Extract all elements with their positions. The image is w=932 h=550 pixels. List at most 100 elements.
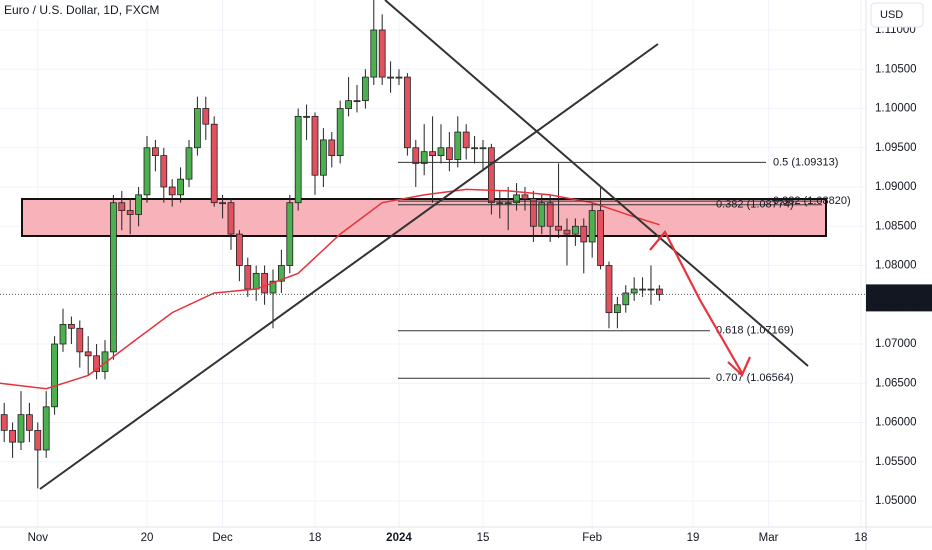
y-tick-label: 1.10000	[875, 103, 917, 115]
candle-body	[471, 147, 478, 150]
fib-label: 0.5 (1.09313)	[773, 156, 838, 168]
candle-body	[613, 304, 621, 314]
candle-body	[605, 265, 613, 314]
fib-label: 0.382 (1.08774)	[716, 199, 794, 211]
candle-body	[135, 194, 142, 215]
y-tick-label: 1.07000	[875, 338, 917, 350]
candle-body	[34, 429, 42, 451]
candle-body	[655, 288, 663, 295]
trend-line	[39, 43, 659, 490]
candle-body	[17, 414, 25, 443]
last-price-label: 1.07632	[874, 286, 916, 298]
fib-label: 0.707 (1.06564)	[716, 372, 794, 384]
candle-body	[445, 147, 453, 160]
x-tick-label: 15	[477, 532, 490, 544]
candle-body	[387, 76, 394, 79]
candle-body	[378, 29, 386, 78]
chart-title: Euro / U.S. Dollar, 1D, FXCM	[4, 3, 159, 17]
candle-body	[563, 229, 571, 235]
x-tick-label: Feb	[582, 532, 602, 544]
candle-body	[126, 210, 134, 215]
candle-body	[303, 115, 310, 118]
y-tick-label: 1.09000	[875, 181, 917, 193]
candle-body	[361, 76, 369, 102]
candle-body	[269, 280, 277, 294]
candle-body	[429, 151, 436, 156]
candle-body	[412, 147, 420, 164]
candle-body	[420, 151, 428, 164]
x-tick-label: 2024	[386, 532, 412, 544]
candle-body	[546, 202, 554, 227]
candle-body	[647, 288, 655, 291]
x-tick-label: 20	[141, 532, 154, 544]
candle-body	[345, 100, 352, 109]
candle-body	[219, 202, 226, 205]
candle-body	[59, 323, 67, 345]
candle-body	[597, 210, 604, 266]
candle-body	[529, 198, 537, 227]
axes-layer: 1.110001.105001.100001.095001.090001.085…	[28, 24, 932, 544]
candle-body	[227, 202, 235, 235]
candle-body	[193, 108, 201, 149]
x-tick-label: Nov	[28, 532, 49, 544]
currency-button[interactable]	[870, 2, 924, 28]
x-tick-label: Mar	[759, 532, 779, 544]
candle-body	[93, 355, 100, 372]
candle-body	[0, 414, 8, 431]
candle-body	[630, 288, 638, 294]
candle-body	[101, 351, 109, 372]
candle-body	[580, 225, 588, 243]
candle-body	[185, 147, 193, 180]
candle-body	[177, 178, 184, 196]
candle-body	[454, 131, 462, 160]
candle-body	[76, 327, 84, 353]
candle-body	[571, 225, 579, 235]
candle-body	[118, 202, 126, 211]
candle-body	[160, 155, 168, 188]
candle-body	[328, 139, 336, 156]
candle-body	[202, 108, 210, 125]
candle-body	[286, 202, 294, 266]
candle-body	[244, 265, 252, 290]
candle-body	[513, 194, 520, 204]
candle-body	[588, 210, 596, 243]
candle-body	[42, 406, 50, 451]
y-tick-label: 1.05500	[875, 456, 917, 468]
candle-body	[210, 123, 218, 204]
candle-body	[504, 202, 512, 205]
candle-body	[336, 108, 344, 156]
x-tick-label: 19	[687, 532, 700, 544]
y-tick-label: 1.06000	[875, 417, 917, 429]
candle-body	[462, 131, 470, 149]
candle-body	[437, 147, 445, 156]
y-tick-label: 1.09500	[875, 142, 917, 154]
fib-label: 0.618 (1.07169)	[716, 325, 794, 337]
candle-body	[403, 76, 411, 149]
candle-body	[487, 147, 495, 204]
candle-body	[353, 100, 361, 103]
candle-body	[235, 233, 243, 266]
candle-body	[639, 288, 646, 291]
candle-body	[277, 265, 285, 282]
x-tick-label: 18	[855, 532, 868, 544]
candle-body	[622, 292, 630, 306]
currency-label[interactable]: USD	[880, 9, 903, 21]
arrow-head	[727, 356, 752, 377]
candle-body	[538, 202, 546, 227]
title-bg	[0, 0, 200, 20]
y-tick-label: 1.06500	[875, 377, 917, 389]
candle-body	[395, 76, 403, 79]
moving-average	[0, 188, 660, 390]
candle-body	[252, 272, 260, 290]
candle-body	[311, 115, 319, 176]
last-price-tag	[866, 284, 932, 312]
candle-body	[294, 115, 302, 204]
candle-body	[143, 147, 151, 196]
plot-layer: 0.5 (1.09313) 0.382 (1.08774)0.382 (1.088…	[0, 0, 866, 489]
candle-body	[67, 323, 75, 329]
candle-body	[9, 429, 16, 443]
y-tick-label: 1.05000	[875, 495, 917, 507]
trend-line	[384, 0, 809, 367]
